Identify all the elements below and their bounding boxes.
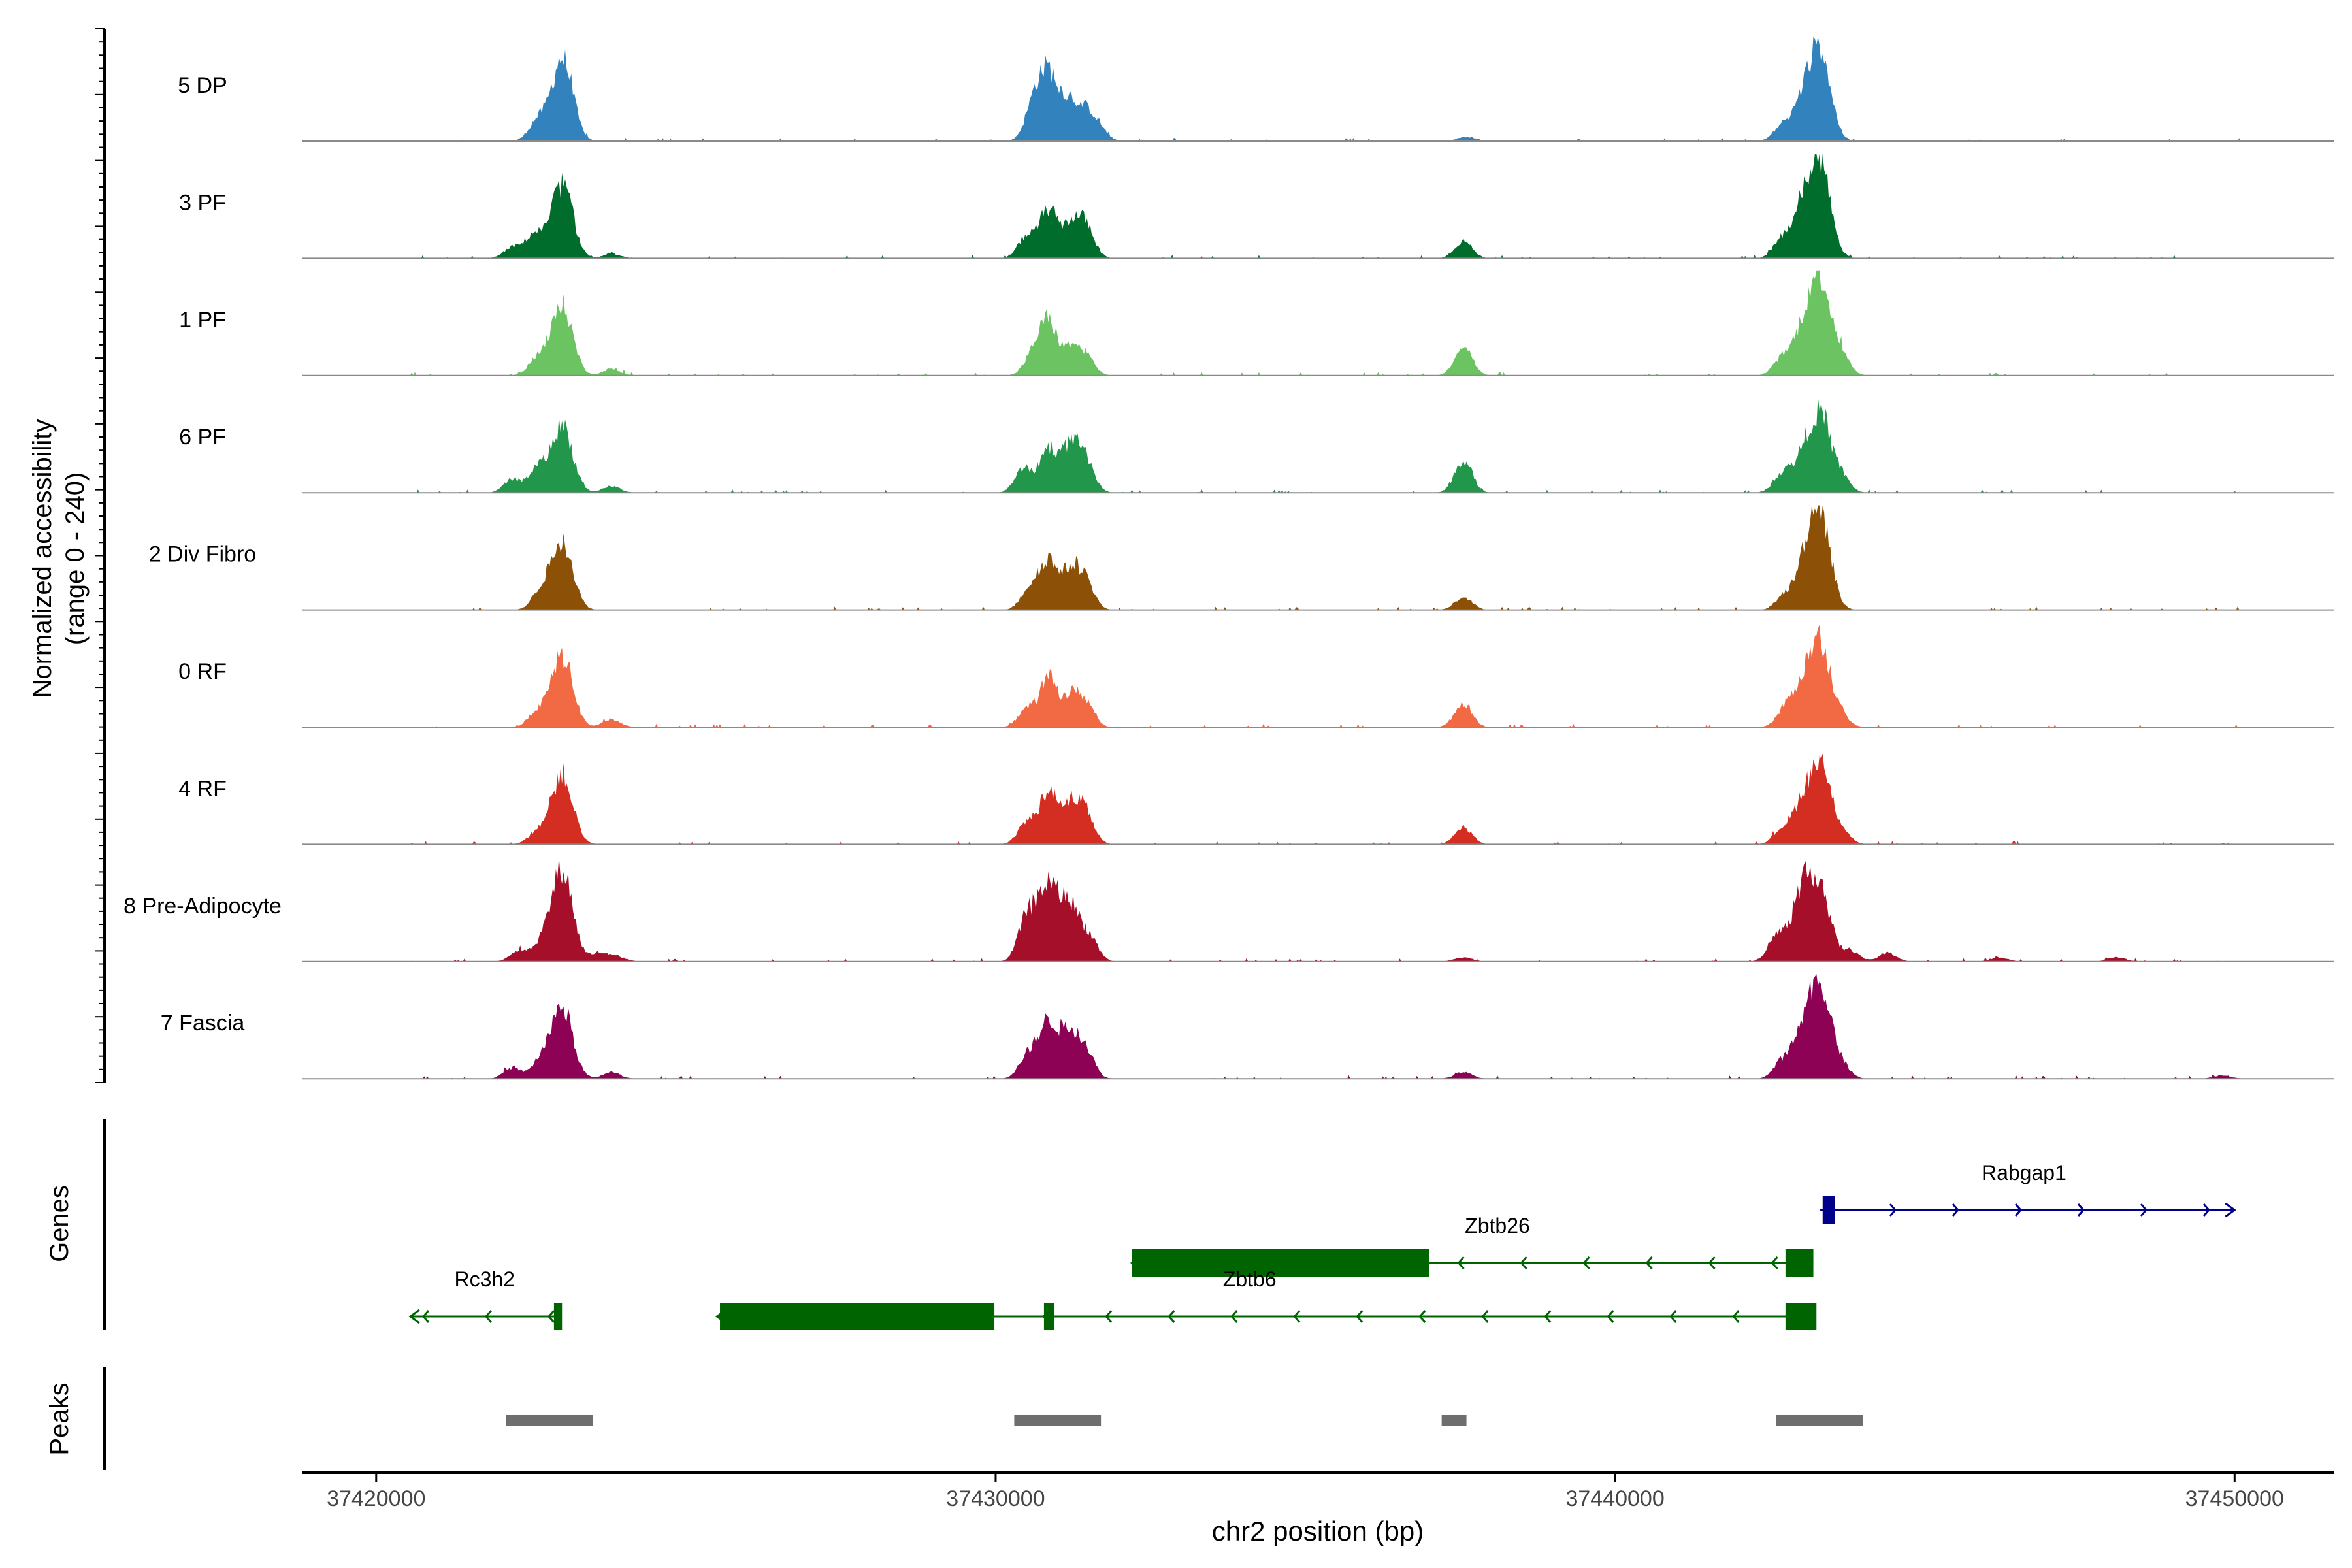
exon-block [1785,1303,1817,1330]
track-7-fascia: 7 Fascia [161,974,2334,1080]
track-3-pf: 3 PF [179,154,2334,259]
strand-arrow [1168,1310,1175,1323]
gene-end-arrow [408,1309,420,1324]
strand-arrow [1708,1256,1716,1269]
strand-arrow [2202,1203,2211,1217]
strand-arrow [547,1310,555,1323]
gene-label: Zbtb26 [1465,1214,1530,1237]
strand-arrow [2077,1203,2085,1217]
track-label: 7 Fascia [161,1011,245,1036]
exon-block [553,1303,563,1330]
peak-region [1776,1415,1863,1426]
y-axis-label-line2: (range 0 - 240) [61,472,90,645]
peak-region [506,1415,593,1426]
strand-arrow [1293,1310,1301,1323]
x-tick-label: 37420000 [327,1486,425,1511]
strand-arrow [1771,1256,1778,1269]
gene-label: Rc3h2 [454,1267,515,1291]
x-tick-label: 37430000 [946,1486,1045,1511]
track-label: 6 PF [179,425,226,449]
track-label: 4 RF [178,776,227,801]
strand-arrow [1544,1310,1552,1323]
track-1-pf: 1 PF [179,270,2334,376]
strand-arrow [1889,1203,1897,1217]
genes-panel-label: Genes [45,1185,74,1262]
coverage-area [407,753,2241,845]
coverage-area [407,505,2241,610]
coverage-area [407,397,2241,493]
track-label: 0 RF [178,659,227,684]
strand-arrow [2014,1203,2023,1217]
gene-rc3h2: Rc3h2 [408,1267,563,1330]
coverage-tracks: 5 DP 3 PF 1 PF 6 PF 2 Div Fibro 0 RF 4 RF 8 Pre… [123,37,2334,1080]
strand-arrow [1520,1256,1527,1269]
coverage-area [407,154,2241,259]
coverage-area [407,625,2241,727]
x-axis-label: chr2 position (bp) [1212,1516,1424,1546]
coverage-area [407,37,2241,141]
peak-track [506,1415,1863,1426]
strand-arrow [1457,1256,1465,1269]
track-4-rf: 4 RF [178,753,2334,845]
x-tick-label: 37440000 [1565,1486,1664,1511]
exon-block [1132,1249,1429,1277]
exon-block [1785,1249,1814,1277]
coverage-area [407,974,2241,1079]
track-5-dp: 5 DP [178,37,2334,142]
track-0-rf: 0 RF [178,625,2334,728]
exon-block [1822,1196,1835,1224]
gene-rabgap1: Rabgap1 [1820,1161,2236,1224]
gene-zbtb26: Zbtb26 [1130,1214,1814,1277]
strand-arrow [1230,1310,1238,1323]
track-label: 5 DP [178,73,227,98]
gene-track: Rabgap1 Zbtb26 Zbtb6 Rc3h2 [408,1161,2236,1330]
coverage-area [407,270,2241,376]
strand-arrow [484,1310,493,1323]
track-2-div-fibro: 2 Div Fibro [149,505,2334,611]
strand-arrow [1607,1310,1614,1323]
strand-arrow [1582,1256,1590,1269]
strand-arrow [1105,1310,1113,1323]
axes: Normalized accessibility (range 0 - 240)… [28,28,2334,1546]
gene-label: Rabgap1 [1982,1161,2066,1184]
y-axis-label-line1: Normalized accessibility [28,419,57,698]
track-6-pf: 6 PF [179,397,2334,494]
track-label: 8 Pre-Adipocyte [123,894,282,919]
strand-arrow [2140,1203,2148,1217]
gene-end-arrow [2225,1202,2236,1218]
strand-arrow [421,1310,430,1323]
strand-arrow [1732,1310,1740,1323]
exon-block [720,1303,995,1330]
peaks-panel-label: Peaks [45,1382,74,1455]
track-label: 3 PF [179,190,226,215]
coverage-area [407,857,2241,962]
strand-arrow [1645,1256,1653,1269]
gene-zbtb6: Zbtb6 [715,1267,1817,1330]
strand-arrow [1481,1310,1489,1323]
strand-arrow [1356,1310,1364,1323]
strand-arrow [1418,1310,1426,1323]
peak-region [1441,1415,1467,1426]
strand-arrow [1952,1203,1960,1217]
track-label: 1 PF [179,308,226,333]
gene-label: Zbtb6 [1223,1267,1277,1291]
strand-arrow [1669,1310,1677,1323]
x-tick-label: 37450000 [2185,1486,2284,1511]
track-label: 2 Div Fibro [149,542,256,567]
peak-region [1014,1415,1102,1426]
exon-block [1043,1303,1055,1330]
track-8-pre-adipocyte: 8 Pre-Adipocyte [123,857,2334,962]
